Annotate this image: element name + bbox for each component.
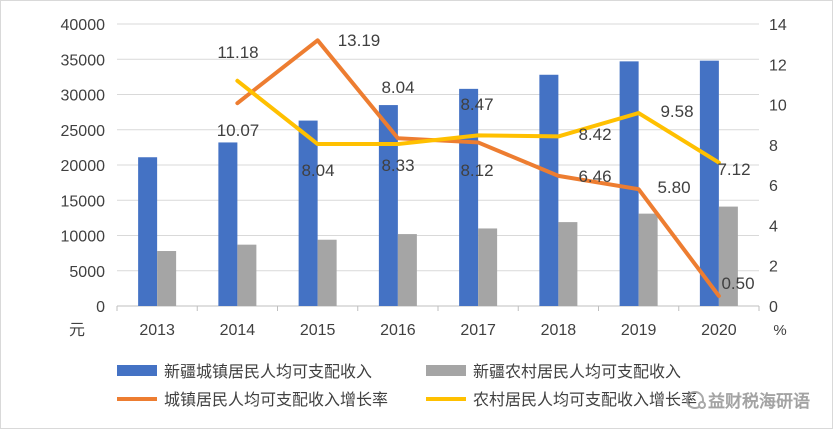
x-tick-label: 2014: [220, 322, 256, 339]
data-label: 0.50: [721, 274, 754, 293]
right-tick-label: 12: [769, 57, 787, 74]
bar: [378, 105, 398, 306]
legend-label: 城镇居民人均可支配收入增长率: [164, 391, 388, 409]
bar: [218, 142, 238, 306]
x-tick-label: 2017: [460, 322, 496, 339]
right-tick-label: 14: [769, 17, 787, 34]
right-tick-label: 10: [769, 98, 787, 115]
data-label: 10.07: [217, 121, 260, 140]
left-tick-label: 20000: [61, 158, 106, 175]
right-tick-label: 4: [769, 218, 778, 235]
legend-label: 农村居民人均可支配收入增长率: [473, 391, 697, 409]
bar: [317, 239, 337, 306]
bar: [718, 206, 738, 306]
x-tick-label: 2015: [300, 322, 336, 339]
bar: [459, 88, 479, 306]
x-tick-label: 2016: [380, 322, 416, 339]
data-label: 9.58: [660, 102, 693, 121]
data-label: 11.18: [217, 43, 258, 62]
watermark: 益财税海研语: [686, 387, 810, 412]
left-tick-label: 10000: [61, 229, 106, 246]
bar: [539, 74, 559, 306]
bar: [298, 120, 318, 307]
data-label: 8.42: [578, 125, 611, 144]
x-tick-label: 2020: [701, 322, 737, 339]
bar: [397, 234, 417, 306]
data-label: 8.47: [460, 95, 493, 114]
bar: [638, 213, 658, 306]
left-axis-unit: 元: [69, 322, 85, 339]
right-tick-label: 2: [769, 259, 778, 276]
left-tick-label: 25000: [61, 123, 106, 140]
left-tick-label: 35000: [61, 52, 106, 69]
bar: [558, 222, 578, 306]
bar: [699, 60, 719, 306]
bar: [237, 244, 257, 306]
series-line: [235, 38, 721, 298]
legend-label: 新疆城镇居民人均可支配收入: [164, 363, 372, 381]
x-tick-label: 2019: [621, 322, 657, 339]
right-tick-label: 0: [769, 299, 778, 316]
bar: [138, 157, 158, 306]
left-tick-label: 30000: [61, 88, 106, 105]
right-tick-label: 6: [769, 178, 778, 195]
right-axis-unit: %: [773, 322, 786, 339]
left-tick-label: 40000: [61, 17, 106, 34]
data-label: 5.80: [657, 178, 690, 197]
bar: [157, 251, 177, 306]
left-tick-label: 0: [96, 299, 105, 316]
left-tick-label: 15000: [61, 193, 106, 210]
right-tick-label: 8: [769, 138, 778, 155]
data-label: 8.04: [301, 161, 334, 180]
bar: [478, 228, 498, 306]
series-line: [235, 78, 721, 165]
data-label: 8.33: [381, 156, 414, 175]
legend-label: 新疆农村居民人均可支配收入: [473, 363, 681, 381]
data-label: 6.46: [578, 167, 611, 186]
legend-swatch: [426, 365, 466, 376]
watermark-text: 益财税海研语: [708, 392, 810, 412]
legend-swatch: [117, 365, 157, 376]
wechat-icon: [686, 390, 706, 409]
x-tick-label: 2013: [139, 322, 175, 339]
data-label: 7.12: [717, 160, 750, 179]
data-label: 8.04: [381, 78, 414, 97]
data-label: 8.12: [460, 161, 493, 180]
x-tick-label: 2018: [541, 322, 577, 339]
data-label: 13.19: [338, 31, 381, 50]
bar: [619, 61, 639, 306]
left-tick-label: 5000: [69, 264, 105, 281]
